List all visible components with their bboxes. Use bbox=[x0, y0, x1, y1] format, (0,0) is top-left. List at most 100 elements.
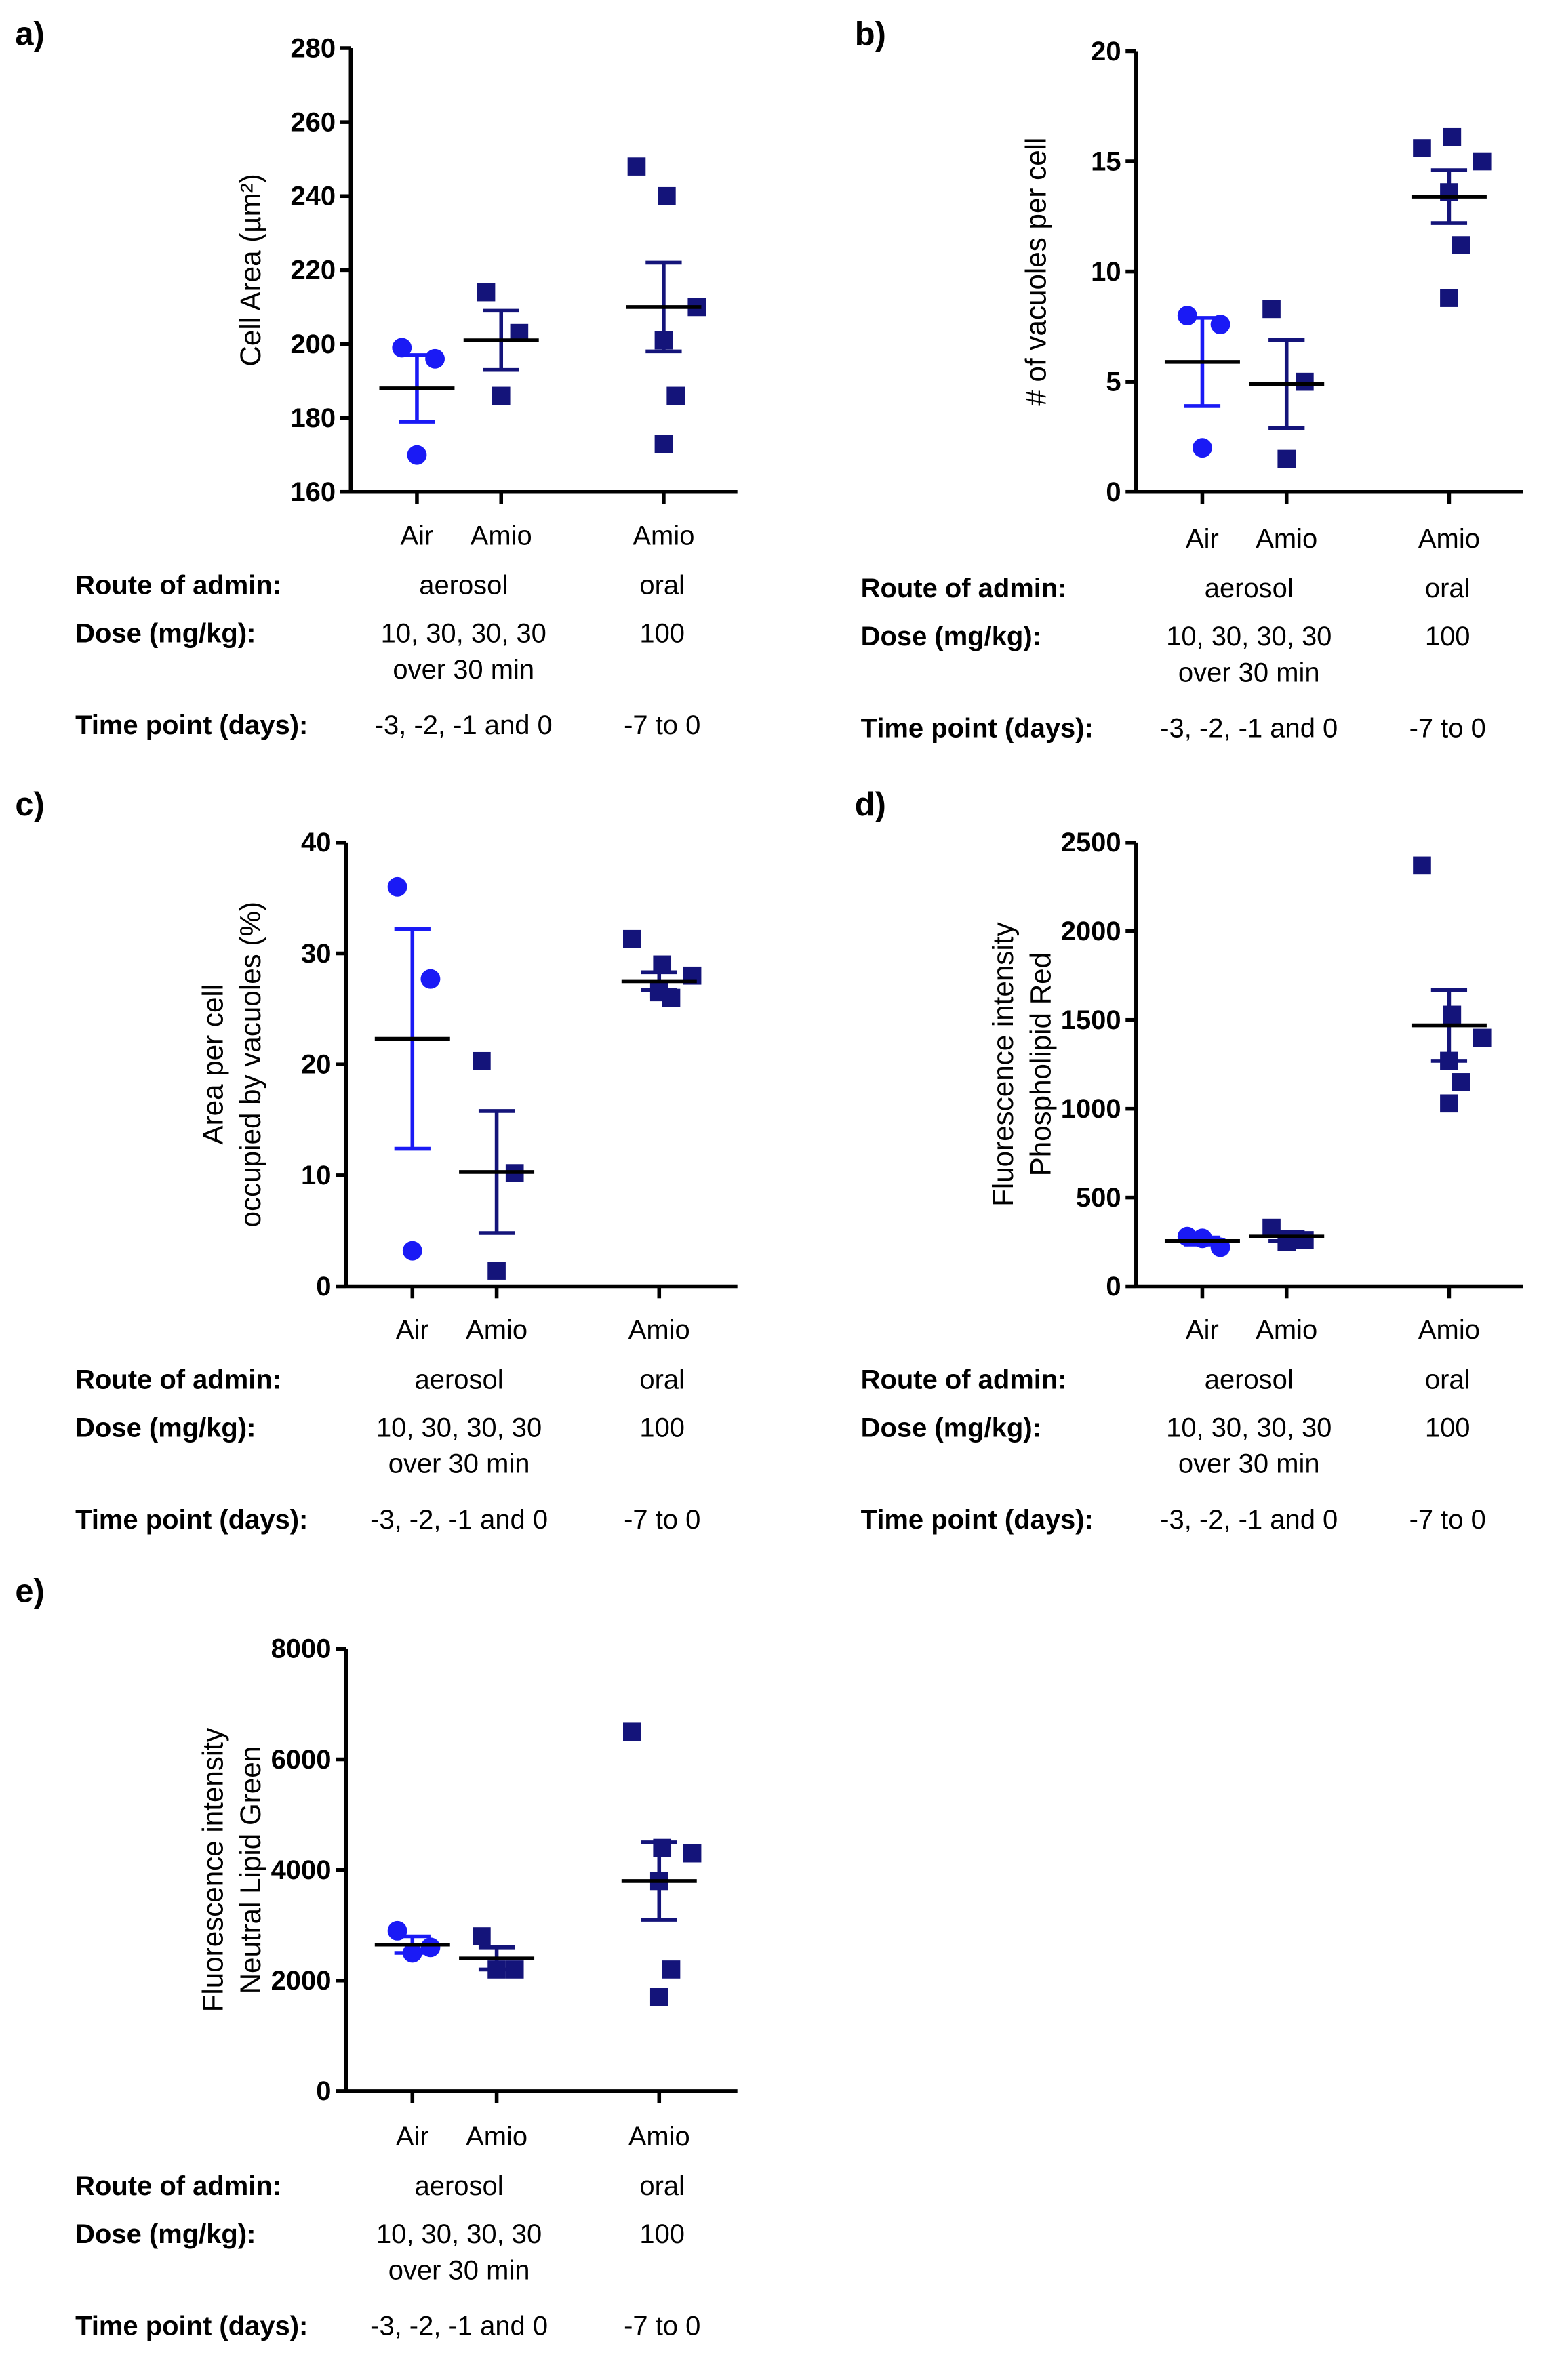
x-category-label: Air bbox=[1186, 524, 1219, 554]
y-tick-label: 4000 bbox=[271, 1855, 332, 1885]
time-aerosol-value: -3, -2, -1 and 0 bbox=[370, 1505, 548, 1535]
y-axis-label: Fluorescence intensity bbox=[197, 1728, 229, 2012]
y-tick-label: 280 bbox=[290, 33, 336, 63]
data-point bbox=[477, 283, 496, 302]
time-row-label: Time point (days): bbox=[861, 1505, 1094, 1535]
route-oral-value: oral bbox=[639, 571, 685, 601]
time-row-label: Time point (days): bbox=[861, 713, 1094, 743]
data-point bbox=[1413, 139, 1431, 157]
y-tick-label: 0 bbox=[1106, 1272, 1121, 1302]
group-air bbox=[379, 338, 455, 465]
time-row-label: Time point (days): bbox=[75, 2311, 308, 2341]
group-amio-aerosol bbox=[1249, 300, 1325, 468]
time-aerosol-value: -3, -2, -1 and 0 bbox=[375, 710, 553, 740]
route-aerosol-value: aerosol bbox=[415, 2171, 504, 2201]
time-row-label: Time point (days): bbox=[75, 710, 308, 740]
data-point bbox=[1413, 856, 1431, 875]
y-tick-label: 160 bbox=[290, 477, 336, 507]
data-point bbox=[1473, 152, 1492, 171]
y-tick-label: 2500 bbox=[1061, 828, 1121, 858]
data-point bbox=[623, 1722, 641, 1741]
time-oral-value: -7 to 0 bbox=[1409, 713, 1486, 743]
y-tick-label: 10 bbox=[301, 1161, 331, 1190]
y-tick-label: 5 bbox=[1106, 367, 1121, 397]
data-point bbox=[1277, 449, 1296, 468]
route-oral-value: oral bbox=[639, 1365, 685, 1394]
data-point bbox=[666, 386, 685, 405]
group-amio-aerosol bbox=[1249, 1218, 1325, 1251]
x-category-label: Amio bbox=[1418, 1315, 1480, 1345]
panel-e: e) 0 2000 4000 6000 8000 Fluorescence intensit… bbox=[15, 1573, 738, 2341]
group-amio-aerosol bbox=[459, 1051, 535, 1280]
data-point bbox=[662, 1960, 681, 1979]
y-tick-label: 200 bbox=[290, 329, 336, 359]
y-axis-label: Cell Area (µm²) bbox=[235, 174, 266, 366]
y-tick-label: 30 bbox=[301, 939, 331, 969]
data-point bbox=[1440, 1094, 1458, 1113]
time-aerosol-value: -3, -2, -1 and 0 bbox=[1160, 713, 1338, 743]
y-tick-label: 2000 bbox=[1061, 916, 1121, 946]
data-point bbox=[1473, 1028, 1492, 1047]
group-air bbox=[1164, 1226, 1240, 1257]
route-row-label: Route of admin: bbox=[75, 1365, 281, 1394]
x-category-label: Amio bbox=[628, 1315, 690, 1345]
dose-aerosol-value: 10, 30, 30, 30 bbox=[1166, 622, 1332, 651]
data-point bbox=[627, 157, 646, 176]
group-amio-oral bbox=[621, 929, 702, 1007]
time-oral-value: -7 to 0 bbox=[624, 710, 700, 740]
y-axis-label: occupied by vacuoles (%) bbox=[235, 902, 266, 1227]
y-tick-label: 10 bbox=[1091, 257, 1121, 287]
group-air bbox=[374, 876, 450, 1261]
route-aerosol-value: aerosol bbox=[1205, 573, 1294, 603]
panel-d: d) 0 500 1000 1500 2000 2500 Fluorescence inten… bbox=[855, 786, 1523, 1535]
data-point bbox=[387, 876, 407, 897]
group-amio-aerosol bbox=[463, 283, 539, 405]
dose-row-label: Dose (mg/kg): bbox=[861, 622, 1041, 651]
data-point bbox=[473, 1927, 491, 1945]
y-tick-label: 240 bbox=[290, 182, 336, 211]
dose-aerosol-value-line2: over 30 min bbox=[393, 655, 534, 685]
data-point bbox=[1452, 236, 1470, 254]
y-tick-label: 0 bbox=[1106, 477, 1121, 507]
y-tick-label: 8000 bbox=[271, 1634, 332, 1664]
data-point bbox=[1452, 1073, 1470, 1091]
data-point bbox=[1262, 300, 1281, 319]
dose-oral-value: 100 bbox=[639, 1413, 685, 1443]
y-tick-label: 40 bbox=[301, 828, 331, 858]
data-point bbox=[492, 386, 511, 405]
data-point bbox=[654, 435, 673, 453]
y-tick-label: 1000 bbox=[1061, 1094, 1121, 1124]
time-aerosol-value: -3, -2, -1 and 0 bbox=[370, 2311, 548, 2341]
route-aerosol-value: aerosol bbox=[415, 1365, 504, 1394]
route-row-label: Route of admin: bbox=[861, 1365, 1067, 1394]
data-point bbox=[1443, 1005, 1462, 1024]
y-tick-label: 1500 bbox=[1061, 1005, 1121, 1035]
dose-aerosol-value: 10, 30, 30, 30 bbox=[1166, 1413, 1332, 1443]
y-tick-label: 0 bbox=[316, 2076, 331, 2106]
y-tick-label: 2000 bbox=[271, 1966, 332, 1996]
panel-label: a) bbox=[15, 16, 44, 53]
group-amio-oral bbox=[1411, 856, 1492, 1113]
panel-label: e) bbox=[15, 1573, 44, 1610]
x-category-label: Air bbox=[396, 1315, 429, 1345]
x-category-label: Air bbox=[401, 521, 434, 550]
dose-aerosol-value-line2: over 30 min bbox=[388, 1449, 530, 1479]
dose-row-label: Dose (mg/kg): bbox=[75, 619, 256, 649]
route-aerosol-value: aerosol bbox=[1205, 1365, 1294, 1394]
x-category-label: Amio bbox=[466, 1315, 527, 1345]
dose-aerosol-value-line2: over 30 min bbox=[388, 2255, 530, 2285]
data-point bbox=[658, 186, 676, 205]
route-oral-value: oral bbox=[639, 2171, 685, 2201]
y-tick-label: 0 bbox=[316, 1272, 331, 1302]
data-point bbox=[473, 1051, 491, 1070]
dose-aerosol-value-line2: over 30 min bbox=[1178, 658, 1320, 687]
x-category-label: Air bbox=[1186, 1315, 1219, 1345]
y-tick-label: 15 bbox=[1091, 146, 1121, 176]
time-oral-value: -7 to 0 bbox=[1409, 1505, 1486, 1535]
dose-oral-value: 100 bbox=[1425, 1413, 1470, 1443]
x-category-label: Air bbox=[396, 2122, 429, 2152]
group-amio-oral bbox=[621, 1722, 702, 2006]
panel-label: d) bbox=[855, 786, 886, 823]
group-air bbox=[1164, 306, 1240, 458]
